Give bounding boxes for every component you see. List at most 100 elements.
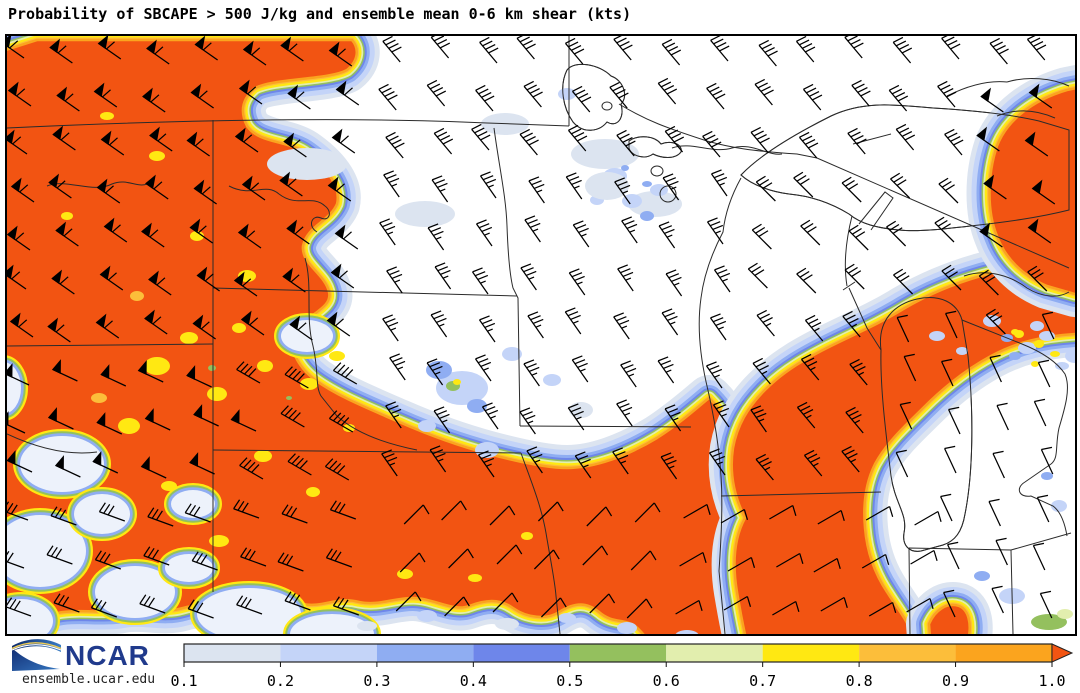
wind-barb (489, 505, 516, 526)
wind-barb (516, 36, 536, 60)
wind-barb (139, 594, 166, 614)
wind-barb (613, 312, 630, 340)
wind-barb (1032, 542, 1046, 571)
wind-barb (755, 175, 776, 202)
wind-barb (658, 221, 676, 249)
wind-barb (1026, 36, 1047, 61)
wind-barb (1024, 131, 1049, 157)
wind-barb (287, 453, 312, 476)
wind-barb (657, 77, 678, 105)
wind-barb (186, 365, 212, 388)
wind-barb (433, 127, 454, 155)
wind-barb (492, 592, 519, 613)
wind-barb (441, 500, 467, 521)
wind-barb (55, 221, 79, 247)
probability-colorbar: 0.1 0.2 0.3 0.4 0.5 0.6 0.7 0.8 0.9 1.0 (170, 643, 1074, 690)
wind-barb (381, 449, 398, 477)
wind-barb (793, 171, 814, 198)
wind-barb (186, 131, 210, 157)
wind-barb (230, 409, 257, 432)
wind-barb (99, 265, 124, 291)
wind-barb (92, 451, 119, 474)
wind-barb (755, 453, 774, 481)
wind-barb (429, 445, 447, 473)
wind-barb (97, 36, 122, 60)
wind-barb (284, 366, 309, 389)
wind-barb (747, 262, 768, 289)
colorbar-segment (859, 644, 956, 662)
wind-barb (239, 457, 264, 480)
wind-barb (478, 450, 495, 478)
wind-barb (140, 456, 167, 479)
wind-barb (1031, 179, 1056, 205)
wind-barb (194, 36, 218, 61)
colorbar-tick-label: 1.0 (1038, 672, 1065, 690)
wind-barb (842, 310, 861, 338)
wind-barb (103, 217, 128, 243)
wind-barb (7, 363, 30, 386)
colorbar-segment (955, 644, 1052, 662)
wind-barb (51, 359, 78, 382)
wind-barb (995, 537, 1008, 566)
wind-barb (906, 597, 934, 613)
wind-barb (847, 127, 867, 155)
wind-barb (616, 129, 636, 157)
wind-barb (7, 129, 28, 155)
wind-barb (979, 222, 1003, 248)
wind-barb (431, 175, 449, 203)
wind-barb (240, 547, 267, 567)
wind-barb (564, 37, 585, 65)
wind-barb (527, 311, 544, 339)
wind-barb (519, 407, 536, 435)
wind-barb (661, 308, 679, 336)
wind-barb (385, 131, 405, 159)
wind-barb (328, 41, 353, 67)
wind-barb (286, 219, 310, 245)
wind-barb (284, 591, 311, 611)
wind-barb (327, 176, 352, 202)
wind-barb (94, 550, 122, 570)
colorbar-tick-label: 0.8 (846, 672, 873, 690)
wind-barb (938, 177, 959, 204)
wind-barb (845, 406, 864, 434)
wind-barb (52, 125, 76, 151)
wind-barb (586, 506, 613, 527)
wind-barb (280, 36, 304, 62)
colorbar-tick-label: 0.4 (460, 672, 487, 690)
wind-barb (848, 224, 869, 251)
wind-barb (50, 506, 77, 526)
wind-barb (389, 353, 406, 381)
wind-barb (236, 361, 261, 384)
wind-barb (540, 597, 567, 618)
wind-barb (630, 550, 657, 571)
wind-barb (144, 408, 171, 431)
wind-barb (47, 407, 74, 430)
wind-barb (657, 356, 675, 384)
wind-barb (399, 552, 426, 573)
wind-barb (985, 308, 1006, 335)
wind-barb (1040, 446, 1054, 475)
wind-barb (706, 361, 723, 389)
wind-barb (899, 401, 913, 430)
wind-barb (804, 314, 824, 342)
wind-barb (571, 85, 592, 113)
wind-barb (582, 545, 609, 566)
wind-barb (892, 36, 913, 64)
ncar-swoosh-sail (12, 648, 60, 671)
wind-barb (888, 84, 909, 112)
wind-barb (537, 501, 564, 522)
wind-barb (9, 312, 34, 338)
wind-barb (330, 263, 355, 289)
wind-barb (193, 404, 219, 427)
wind-barb (817, 509, 845, 525)
wind-barb (96, 178, 121, 204)
wind-barb (702, 130, 722, 158)
wind-barb (772, 600, 800, 616)
wind-barb (947, 541, 960, 570)
wind-barb (571, 355, 589, 383)
wind-barb (679, 551, 707, 567)
wind-barb (280, 405, 305, 428)
wind-barb (236, 595, 263, 615)
wind-barb (95, 313, 120, 339)
map-frame (5, 34, 1077, 636)
